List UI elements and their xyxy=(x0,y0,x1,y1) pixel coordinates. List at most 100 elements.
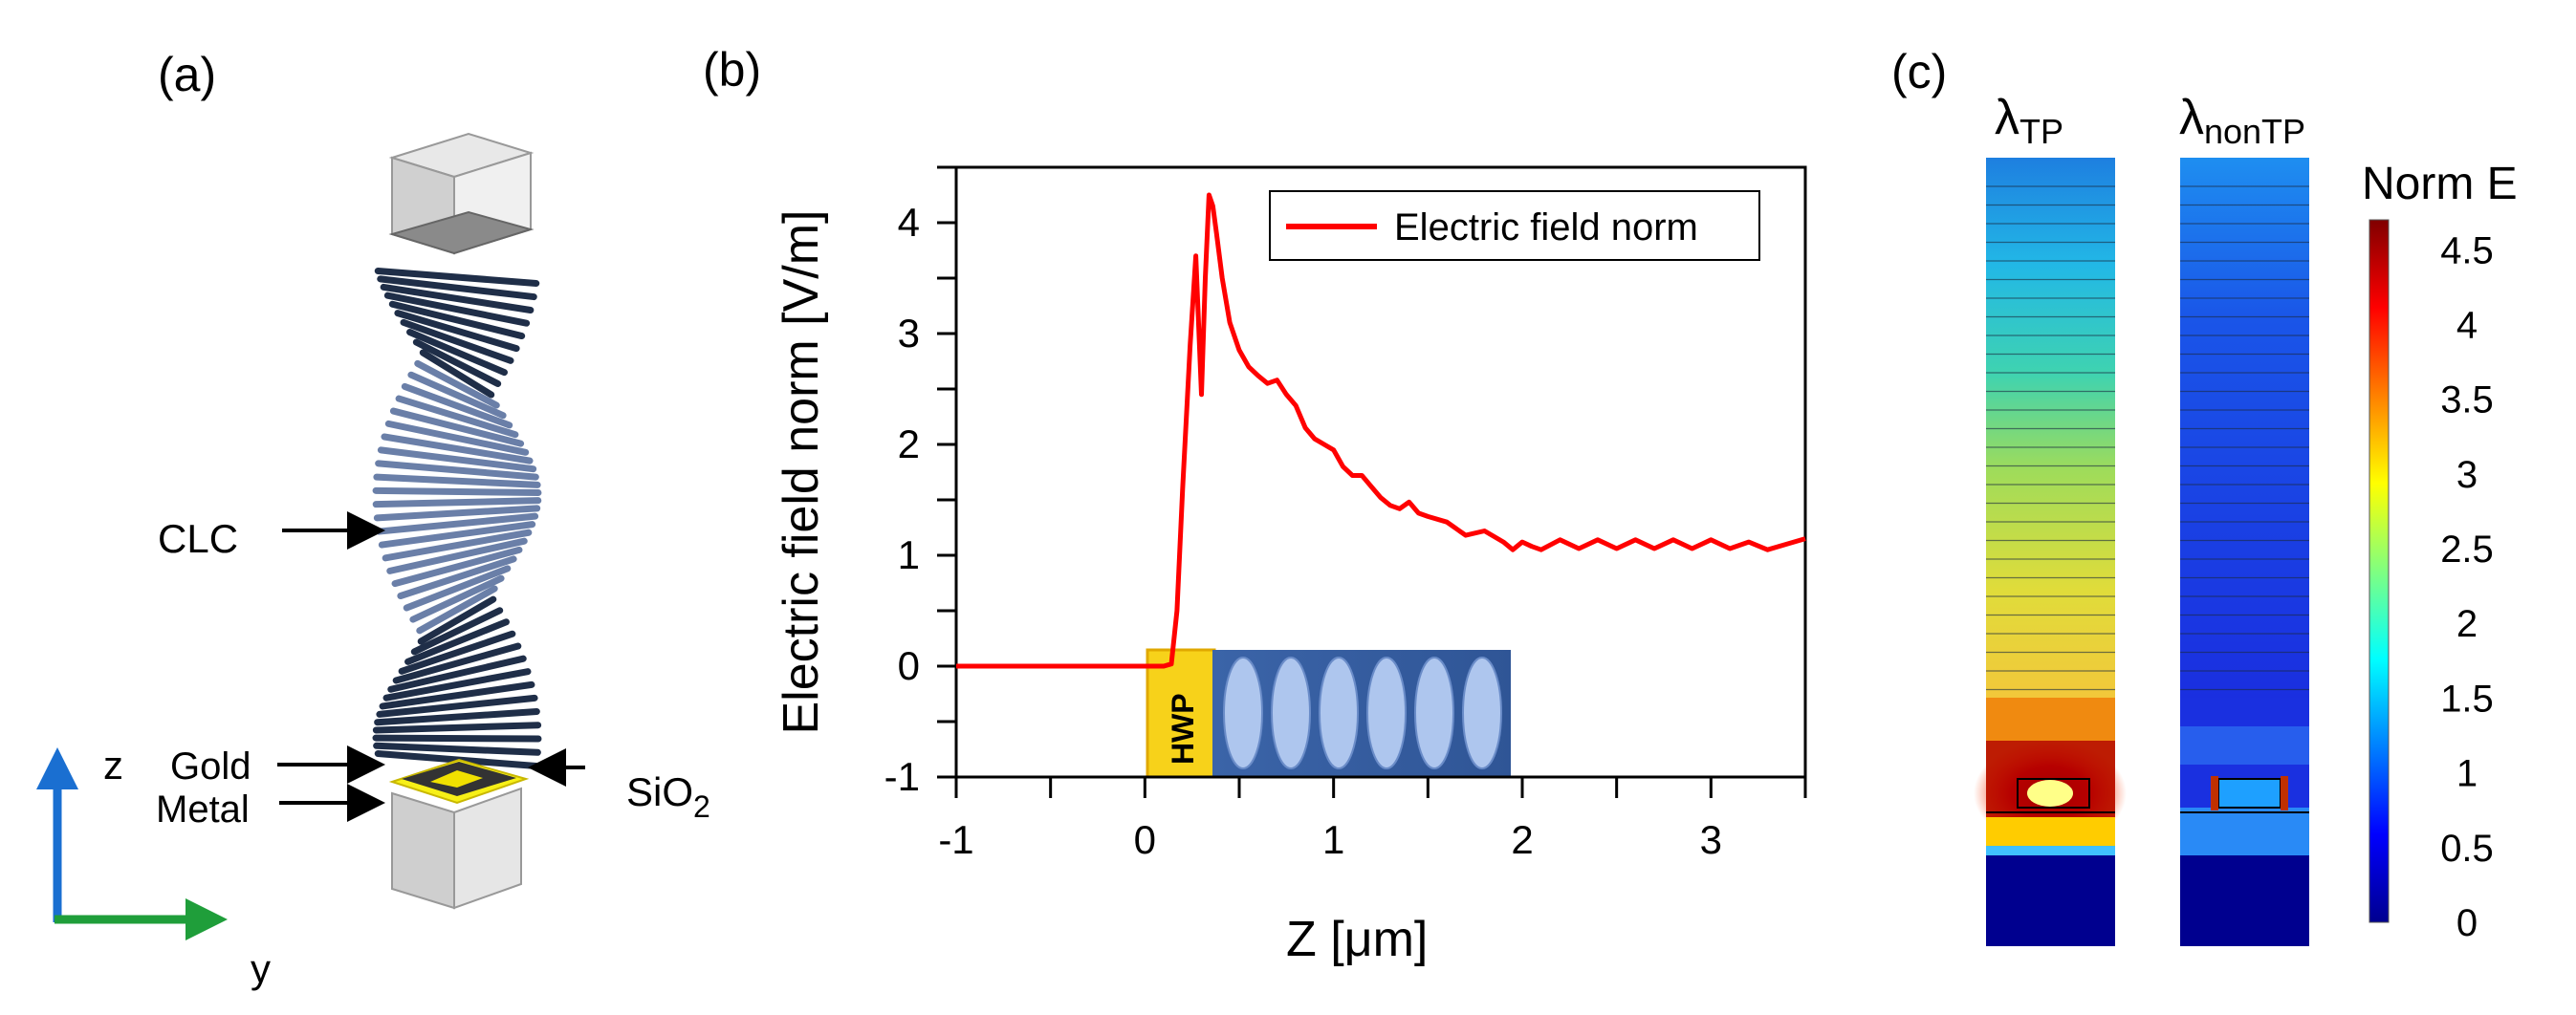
metal-annotation: Metal xyxy=(156,784,385,831)
map-nontp: λnonTP xyxy=(2179,90,2309,946)
helix-rod xyxy=(373,742,541,756)
helix-rod xyxy=(404,618,510,665)
colorbar-tick-label: 4 xyxy=(2456,304,2478,346)
x-axis-title: Z [μm] xyxy=(1286,912,1428,967)
clc-cell xyxy=(1223,657,1263,769)
clc-cell xyxy=(1414,657,1454,769)
colorbar-tick-label: 4.5 xyxy=(2440,229,2494,271)
y-axis-title: Electric field norm [V/m] xyxy=(774,209,829,734)
helix-rod xyxy=(407,371,507,420)
colorbar-tick-label: 0.5 xyxy=(2440,828,2494,870)
coordinate-axes: z y xyxy=(36,743,271,991)
clc-cell xyxy=(1366,657,1407,769)
top-glass-block xyxy=(388,132,535,255)
svg-text:SiO2: SiO2 xyxy=(626,769,710,824)
helix-rod xyxy=(389,407,525,447)
plot-frame xyxy=(954,165,1807,779)
x-axis: -1 0 1 2 3 xyxy=(938,777,1807,862)
map-tp-layers xyxy=(1986,185,2115,691)
panel-c-label: (c) xyxy=(1891,45,1947,98)
clc-cell xyxy=(1271,657,1311,769)
panel-a-label: (a) xyxy=(158,48,216,101)
helix-rod xyxy=(406,328,508,377)
map-tp-nanostructure xyxy=(2027,780,2073,807)
helix-rod xyxy=(375,460,539,481)
map-tp-lambda: λ xyxy=(1995,90,2019,145)
colorbar: Norm E 4.5 4 3.5 3 2.5 2 1.5 1 0.5 0 xyxy=(2362,159,2518,944)
clc-label: CLC xyxy=(158,516,238,561)
helix-rod xyxy=(381,433,534,464)
helix-rod xyxy=(400,318,514,364)
clc-helix xyxy=(372,267,542,770)
panel-b-label: (b) xyxy=(703,43,761,97)
map-tp-subscript: TP xyxy=(2019,112,2063,151)
helix-rod xyxy=(383,292,531,327)
helix-rod xyxy=(394,310,520,353)
map-nontp-layers xyxy=(2180,185,2309,691)
colorbar-tick-label: 2.5 xyxy=(2440,529,2494,571)
panel-c: (c) λTP λnonTP xyxy=(1891,45,2518,946)
y-tick-label: 0 xyxy=(898,643,920,688)
helix-rod xyxy=(391,546,523,588)
x-tick-label: 2 xyxy=(1511,817,1533,862)
helix-rod xyxy=(403,565,512,612)
gold-label: Gold xyxy=(170,745,251,788)
x-tick-label: -1 xyxy=(938,817,973,862)
panel-b: (b) HWP -1 0 1 2 3 -1 0 1 2 3 4 Z [μm] Electric f… xyxy=(703,43,1807,967)
helix-rod xyxy=(417,595,497,645)
helix-rod xyxy=(410,607,504,656)
y-tick-label: 4 xyxy=(898,200,920,245)
x-tick-label: 0 xyxy=(1134,817,1156,862)
map-nontp-field xyxy=(2180,158,2309,698)
map-nontp-subscript: nonTP xyxy=(2204,112,2305,151)
clc-annotation: CLC xyxy=(158,511,385,561)
helix-rod xyxy=(414,359,500,409)
helix-rod xyxy=(373,473,541,488)
y-tick-label: 2 xyxy=(898,421,920,466)
map-nontp-nanostructure xyxy=(2217,778,2281,809)
colorbar-tick-label: 2 xyxy=(2456,603,2478,645)
map-tp-field xyxy=(1986,158,2115,698)
helix-rod xyxy=(395,395,519,439)
helix-rod xyxy=(378,521,536,549)
colorbar-tick-label: 3.5 xyxy=(2440,379,2494,421)
y-tick-label: 3 xyxy=(898,311,920,356)
helix-rod xyxy=(401,382,513,429)
y-axis: -1 0 1 2 3 4 xyxy=(884,165,956,799)
helix-rod xyxy=(416,585,498,635)
helix-rod xyxy=(397,555,517,599)
y-axis-label: y xyxy=(251,946,271,991)
electric-field-chart: -1 0 1 2 3 -1 0 1 2 3 4 Z [μm] Electric field nor… xyxy=(774,165,1807,967)
map-tp-substrate xyxy=(1986,855,2115,946)
clc-cell xyxy=(1462,657,1502,769)
helix-rod xyxy=(382,668,532,702)
panel-a: (a) CLC Gold Metal xyxy=(36,48,710,991)
sio2-label: SiO xyxy=(626,769,693,814)
colorbar-ticks: 4.5 4 3.5 3 2.5 2 1.5 1 0.5 0 xyxy=(2440,229,2494,944)
helix-rod xyxy=(392,642,522,684)
colorbar-title: Norm E xyxy=(2362,159,2518,209)
helix-rod xyxy=(377,275,537,301)
colorbar-tick-label: 1.5 xyxy=(2440,678,2494,720)
helix-rod xyxy=(377,446,537,473)
clc-cell xyxy=(1319,657,1359,769)
colorbar-gradient xyxy=(2369,219,2390,923)
helix-rod xyxy=(379,680,535,710)
helix-rod xyxy=(372,497,542,508)
helix-rod xyxy=(384,420,530,456)
helix-rod xyxy=(372,486,542,497)
y-tick-label: -1 xyxy=(884,754,920,799)
legend-label: Electric field norm xyxy=(1394,206,1698,248)
clc-cells xyxy=(1223,657,1502,769)
y-axis-arrowhead xyxy=(186,898,228,940)
x-tick-label: 3 xyxy=(1700,817,1722,862)
helix-rod xyxy=(398,630,516,675)
gold-nanostructure xyxy=(430,770,483,788)
colorbar-tick-label: 0 xyxy=(2456,902,2478,944)
helix-rod xyxy=(376,694,538,718)
map-tp: λTP xyxy=(1974,90,2127,946)
helix-rod xyxy=(374,707,540,726)
helix-rod xyxy=(388,300,526,340)
plot-series xyxy=(956,192,1806,669)
helix-rod xyxy=(380,283,535,313)
